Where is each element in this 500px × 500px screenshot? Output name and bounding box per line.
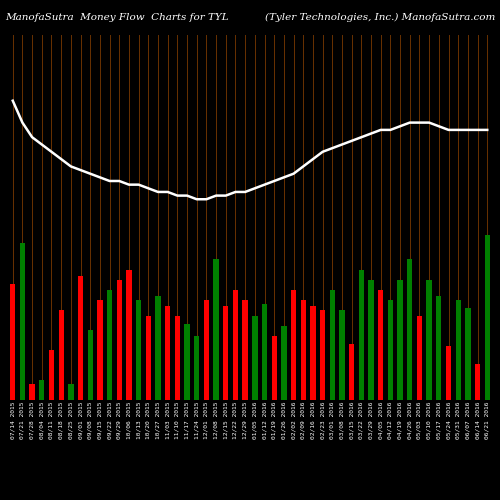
Bar bbox=[300, 300, 306, 400]
Bar bbox=[223, 306, 228, 400]
Bar bbox=[184, 324, 190, 400]
Bar bbox=[97, 300, 102, 400]
Bar bbox=[194, 336, 200, 400]
Bar bbox=[398, 280, 403, 400]
Bar bbox=[10, 284, 16, 400]
Bar bbox=[475, 364, 480, 400]
Bar bbox=[214, 260, 219, 400]
Bar bbox=[242, 300, 248, 400]
Bar bbox=[58, 310, 64, 400]
Bar bbox=[136, 300, 141, 400]
Bar bbox=[107, 290, 112, 400]
Bar bbox=[378, 290, 384, 400]
Bar bbox=[358, 270, 364, 400]
Bar bbox=[272, 336, 277, 400]
Bar bbox=[484, 236, 490, 400]
Bar bbox=[456, 300, 461, 400]
Bar bbox=[252, 316, 258, 400]
Bar bbox=[116, 280, 122, 400]
Bar bbox=[310, 306, 316, 400]
Bar bbox=[233, 290, 238, 400]
Bar bbox=[388, 300, 393, 400]
Bar bbox=[204, 300, 209, 400]
Bar bbox=[68, 384, 73, 400]
Bar bbox=[281, 326, 286, 400]
Bar bbox=[407, 260, 412, 400]
Bar bbox=[436, 296, 442, 400]
Bar bbox=[39, 380, 44, 400]
Bar bbox=[78, 276, 83, 400]
Text: ManofaSutra  Money Flow  Charts for TYL: ManofaSutra Money Flow Charts for TYL bbox=[5, 12, 228, 22]
Bar bbox=[465, 308, 470, 400]
Bar bbox=[126, 270, 132, 400]
Bar bbox=[340, 310, 344, 400]
Bar bbox=[156, 296, 160, 400]
Bar bbox=[146, 316, 151, 400]
Bar bbox=[417, 316, 422, 400]
Bar bbox=[446, 346, 451, 400]
Bar bbox=[426, 280, 432, 400]
Bar bbox=[291, 290, 296, 400]
Bar bbox=[349, 344, 354, 400]
Bar bbox=[88, 330, 93, 400]
Text: (Tyler Technologies, Inc.) ManofaSutra.com: (Tyler Technologies, Inc.) ManofaSutra.c… bbox=[264, 12, 495, 22]
Bar bbox=[330, 290, 335, 400]
Bar bbox=[262, 304, 267, 400]
Bar bbox=[165, 306, 170, 400]
Bar bbox=[368, 280, 374, 400]
Bar bbox=[49, 350, 54, 400]
Bar bbox=[30, 384, 35, 400]
Bar bbox=[174, 316, 180, 400]
Bar bbox=[320, 310, 326, 400]
Bar bbox=[20, 244, 25, 400]
